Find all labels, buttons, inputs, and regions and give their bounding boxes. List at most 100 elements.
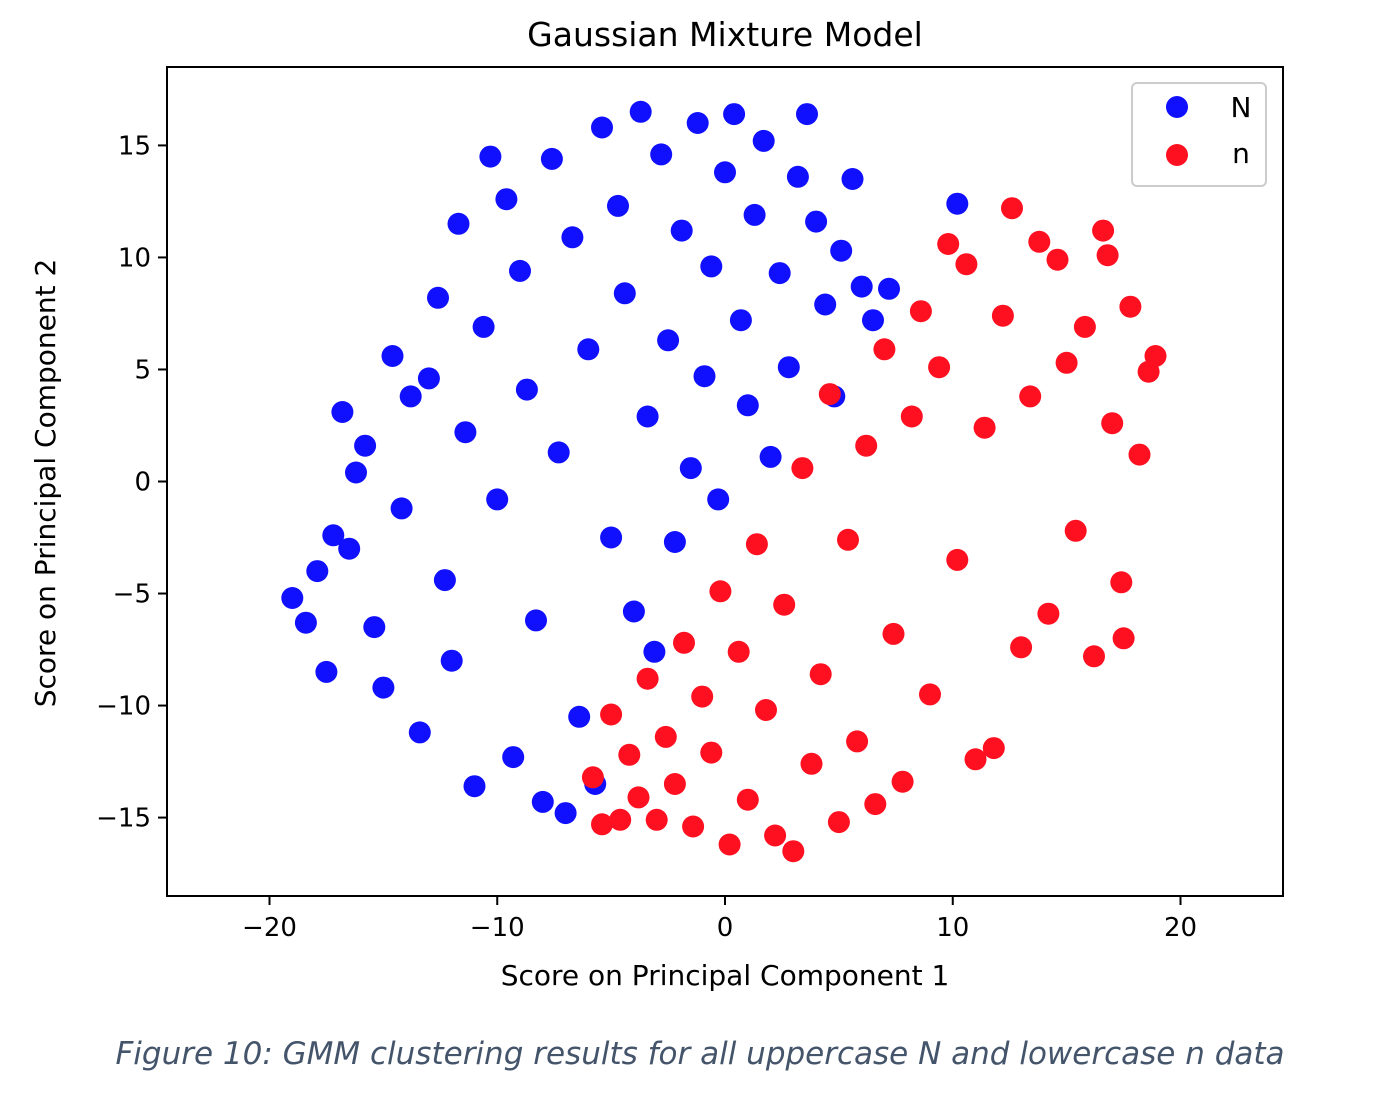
point-N-52 bbox=[693, 365, 716, 388]
point-N-41 bbox=[613, 282, 636, 305]
point-n-53 bbox=[1064, 519, 1087, 542]
point-N-65 bbox=[796, 103, 818, 126]
point-N-7 bbox=[345, 461, 367, 484]
point-n-37 bbox=[919, 683, 941, 706]
point-N-1 bbox=[294, 611, 317, 634]
point-N-61 bbox=[759, 445, 782, 468]
point-n-21 bbox=[773, 593, 796, 616]
point-N-40 bbox=[607, 194, 629, 217]
point-N-45 bbox=[643, 640, 666, 663]
x-tick-label: −10 bbox=[470, 913, 525, 943]
y-axis: −15 −10 −5 0 5 10 15 bbox=[96, 131, 167, 834]
point-n-4 bbox=[618, 743, 641, 766]
y-axis-title: Score on Principal Component 2 bbox=[29, 259, 62, 708]
point-N-72 bbox=[862, 309, 884, 332]
point-n-58 bbox=[1110, 571, 1133, 594]
point-N-36 bbox=[577, 338, 600, 361]
point-n-30 bbox=[855, 434, 878, 457]
point-n-54 bbox=[1073, 315, 1096, 338]
point-N-6 bbox=[338, 537, 361, 560]
point-N-57 bbox=[729, 309, 752, 332]
chart-title: Gaussian Mixture Model bbox=[527, 15, 923, 54]
point-N-21 bbox=[463, 775, 486, 798]
point-N-73 bbox=[878, 277, 900, 300]
point-n-50 bbox=[1037, 602, 1060, 625]
point-N-23 bbox=[479, 145, 502, 168]
y-tick-label: 0 bbox=[134, 468, 151, 498]
point-n-24 bbox=[800, 752, 823, 775]
point-N-59 bbox=[743, 203, 766, 226]
point-n-60 bbox=[1128, 443, 1151, 466]
point-N-10 bbox=[372, 676, 395, 699]
point-n-13 bbox=[700, 741, 723, 764]
point-N-25 bbox=[495, 188, 518, 211]
plot-area bbox=[281, 100, 1167, 863]
point-N-26 bbox=[502, 746, 525, 769]
x-tick-label: 20 bbox=[1164, 913, 1197, 943]
y-tick-label: 10 bbox=[118, 243, 151, 273]
point-n-20 bbox=[764, 824, 787, 847]
point-n-34 bbox=[891, 770, 914, 793]
point-n-27 bbox=[827, 811, 850, 834]
point-n-47 bbox=[1010, 636, 1033, 659]
point-N-29 bbox=[525, 609, 547, 632]
point-N-19 bbox=[447, 212, 470, 235]
point-n-43 bbox=[973, 416, 996, 439]
legend-label-N: N bbox=[1231, 91, 1252, 124]
point-n-49 bbox=[1028, 230, 1051, 253]
point-N-34 bbox=[561, 226, 584, 249]
point-N-74 bbox=[946, 192, 969, 215]
point-N-4 bbox=[322, 524, 345, 547]
figure-caption: Figure 10: GMM clustering results for al… bbox=[115, 1036, 1285, 1072]
point-N-28 bbox=[515, 378, 538, 401]
legend-box bbox=[1131, 82, 1267, 187]
point-N-39 bbox=[600, 526, 623, 549]
point-N-63 bbox=[777, 356, 800, 379]
point-n-29 bbox=[846, 730, 869, 753]
point-n-44 bbox=[982, 737, 1005, 760]
point-N-55 bbox=[714, 161, 736, 184]
point-N-2 bbox=[306, 560, 329, 583]
x-tick-label: 0 bbox=[717, 913, 734, 943]
point-N-69 bbox=[830, 239, 853, 262]
point-N-38 bbox=[591, 116, 613, 139]
plot-frame bbox=[166, 66, 1284, 897]
point-n-16 bbox=[727, 640, 750, 663]
point-n-63 bbox=[1112, 627, 1135, 650]
y-tick-label: 5 bbox=[134, 355, 151, 385]
point-n-18 bbox=[745, 533, 768, 556]
x-tick-label: 10 bbox=[936, 913, 969, 943]
legend-label-n: n bbox=[1232, 137, 1250, 170]
point-n-26 bbox=[818, 383, 841, 406]
point-N-64 bbox=[786, 165, 809, 188]
point-N-16 bbox=[427, 286, 449, 309]
x-axis: −20 −10 0 10 20 bbox=[242, 896, 1197, 943]
x-tick-label: −20 bbox=[242, 913, 297, 943]
point-N-12 bbox=[390, 497, 413, 520]
point-n-41 bbox=[955, 253, 978, 276]
point-n-22 bbox=[782, 840, 805, 863]
point-N-15 bbox=[417, 367, 440, 390]
point-N-9 bbox=[363, 616, 386, 639]
point-N-24 bbox=[486, 488, 509, 511]
point-N-3 bbox=[315, 660, 338, 683]
point-N-31 bbox=[540, 147, 563, 170]
point-N-35 bbox=[568, 705, 591, 728]
point-n-10 bbox=[673, 631, 695, 654]
point-N-27 bbox=[509, 259, 531, 282]
legend: N n bbox=[1131, 82, 1267, 187]
series-N-points bbox=[281, 100, 969, 825]
point-n-31 bbox=[864, 793, 887, 816]
point-n-59 bbox=[1119, 295, 1142, 318]
point-n-32 bbox=[873, 338, 896, 361]
point-n-62 bbox=[1144, 345, 1167, 367]
point-n-7 bbox=[645, 808, 668, 831]
point-n-56 bbox=[1092, 219, 1115, 242]
point-n-48 bbox=[1019, 385, 1042, 408]
point-n-46 bbox=[1001, 197, 1023, 220]
point-N-22 bbox=[472, 315, 495, 338]
point-n-55 bbox=[1083, 645, 1105, 668]
point-n-17 bbox=[736, 788, 759, 811]
point-N-44 bbox=[636, 405, 659, 428]
point-N-51 bbox=[686, 112, 709, 134]
